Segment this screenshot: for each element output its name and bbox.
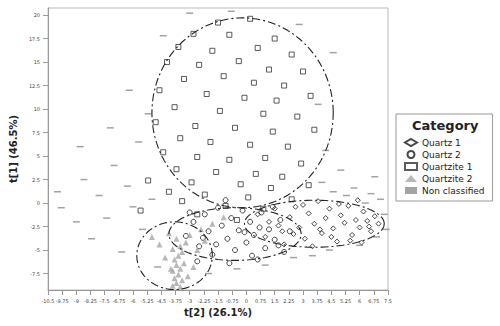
svg-text:6.75: 6.75: [368, 298, 379, 304]
svg-text:5.25: 5.25: [340, 298, 351, 304]
svg-text:2.25: 2.25: [283, 298, 294, 304]
svg-text:17.5: 17.5: [29, 36, 40, 42]
svg-text:-10.5: -10.5: [42, 298, 55, 304]
svg-text:12.5: 12.5: [29, 83, 40, 89]
svg-text:-7.5: -7.5: [30, 271, 40, 277]
svg-text:2.5: 2.5: [32, 177, 40, 183]
svg-text:t[2] (26.1%): t[2] (26.1%): [184, 307, 252, 318]
svg-text:Quartz 1: Quartz 1: [422, 138, 461, 148]
svg-text:-9: -9: [74, 298, 79, 304]
svg-text:-9.75: -9.75: [56, 298, 69, 304]
svg-text:-6.75: -6.75: [112, 298, 125, 304]
svg-text:0: 0: [37, 200, 40, 206]
svg-text:5: 5: [37, 153, 40, 159]
svg-text:0: 0: [245, 298, 248, 304]
svg-text:t[1] (46.5%): t[1] (46.5%): [8, 115, 19, 183]
svg-text:10: 10: [34, 106, 40, 112]
svg-text:6: 6: [358, 298, 361, 304]
svg-text:-0.75: -0.75: [226, 298, 239, 304]
svg-text:3: 3: [301, 298, 304, 304]
svg-text:Quartzite 2: Quartzite 2: [422, 174, 472, 184]
svg-text:Non classified: Non classified: [422, 186, 485, 196]
svg-text:1.5: 1.5: [271, 298, 279, 304]
svg-text:3.75: 3.75: [312, 298, 323, 304]
svg-text:7.5: 7.5: [32, 130, 40, 136]
svg-text:-4.5: -4.5: [156, 298, 166, 304]
svg-text:7.5: 7.5: [384, 298, 392, 304]
svg-text:-7.5: -7.5: [100, 298, 110, 304]
svg-text:-2.25: -2.25: [197, 298, 210, 304]
svg-text:-5: -5: [35, 247, 40, 253]
svg-text:-2.5: -2.5: [30, 224, 40, 230]
svg-text:20: 20: [34, 12, 40, 18]
svg-text:-3.75: -3.75: [169, 298, 182, 304]
svg-text:-3: -3: [187, 298, 192, 304]
svg-text:Quartzite 1: Quartzite 1: [422, 162, 472, 172]
svg-text:4.5: 4.5: [327, 298, 335, 304]
svg-text:-8.25: -8.25: [84, 298, 97, 304]
svg-text:0.75: 0.75: [255, 298, 266, 304]
svg-text:Quartz 2: Quartz 2: [422, 150, 461, 160]
svg-text:-6: -6: [131, 298, 136, 304]
svg-text:15: 15: [34, 59, 40, 65]
svg-text:-5.25: -5.25: [141, 298, 154, 304]
svg-text:-1.5: -1.5: [213, 298, 223, 304]
